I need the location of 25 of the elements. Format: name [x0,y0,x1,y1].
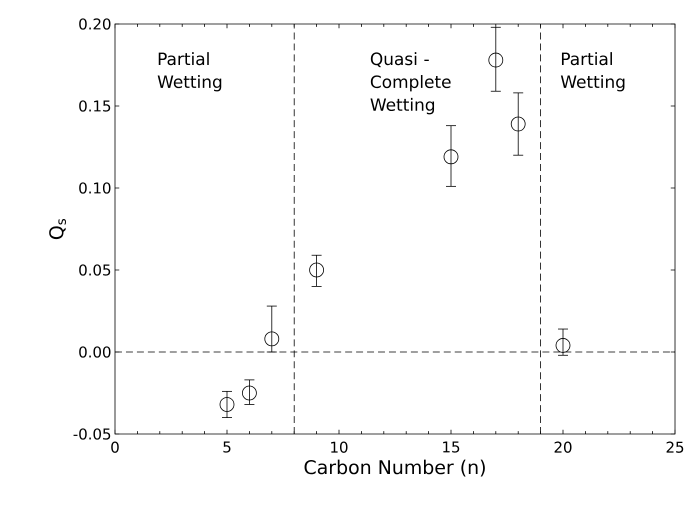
point [488,52,504,68]
annotation: Quasi - Complete Wetting [370,52,451,114]
x-tick-label: 0 [111,442,119,453]
point [556,338,570,353]
point [220,397,234,412]
x-tick-label: 20 [554,442,572,453]
y-tick-label: 0.05 [79,264,110,276]
point [242,386,257,400]
x-tick-label: 5 [223,442,230,453]
y-tick-label: 0.15 [79,100,110,112]
point [309,262,324,278]
x-axis-title: Carbon Number (n) [304,460,485,477]
y-axis-title: Q$_{s}$ [49,219,66,240]
point [264,331,280,346]
point [444,149,458,164]
annotation: Partial Wetting [158,52,222,92]
y-tick-label: 0.20 [79,18,110,30]
point [510,116,526,132]
annotation: Partial Wetting [560,52,624,92]
x-tick-label: 10 [331,442,348,453]
x-tick-label: 25 [666,442,684,453]
x-tick-label: 15 [443,442,460,453]
y-tick-label: -0.05 [74,428,110,440]
y-tick-label: 0.00 [79,346,110,358]
y-tick-label: 0.10 [79,182,110,194]
